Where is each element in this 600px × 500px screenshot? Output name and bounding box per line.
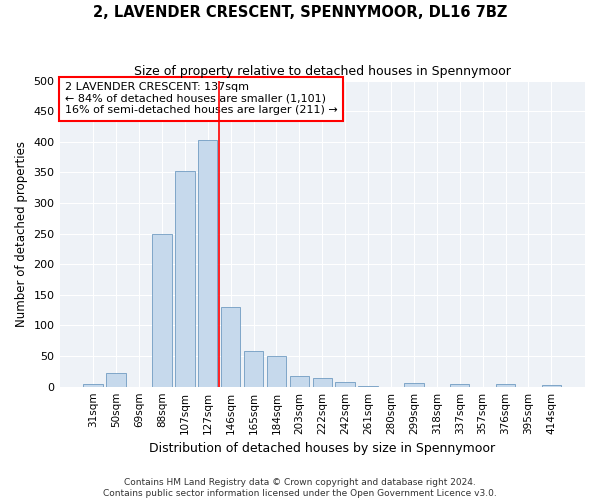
X-axis label: Distribution of detached houses by size in Spennymoor: Distribution of detached houses by size …	[149, 442, 496, 455]
Bar	[313, 378, 332, 386]
Bar	[175, 170, 194, 386]
Bar	[496, 384, 515, 386]
Bar	[198, 140, 217, 386]
Bar	[290, 376, 309, 386]
Text: 2 LAVENDER CRESCENT: 137sqm
← 84% of detached houses are smaller (1,101)
16% of : 2 LAVENDER CRESCENT: 137sqm ← 84% of det…	[65, 82, 338, 116]
Bar	[450, 384, 469, 386]
Text: Contains HM Land Registry data © Crown copyright and database right 2024.
Contai: Contains HM Land Registry data © Crown c…	[103, 478, 497, 498]
Bar	[83, 384, 103, 386]
Text: 2, LAVENDER CRESCENT, SPENNYMOOR, DL16 7BZ: 2, LAVENDER CRESCENT, SPENNYMOOR, DL16 7…	[93, 5, 507, 20]
Bar	[404, 383, 424, 386]
Bar	[152, 234, 172, 386]
Bar	[221, 307, 241, 386]
Y-axis label: Number of detached properties: Number of detached properties	[15, 140, 28, 326]
Bar	[106, 373, 126, 386]
Bar	[267, 356, 286, 386]
Title: Size of property relative to detached houses in Spennymoor: Size of property relative to detached ho…	[134, 65, 511, 78]
Bar	[335, 382, 355, 386]
Bar	[244, 351, 263, 386]
